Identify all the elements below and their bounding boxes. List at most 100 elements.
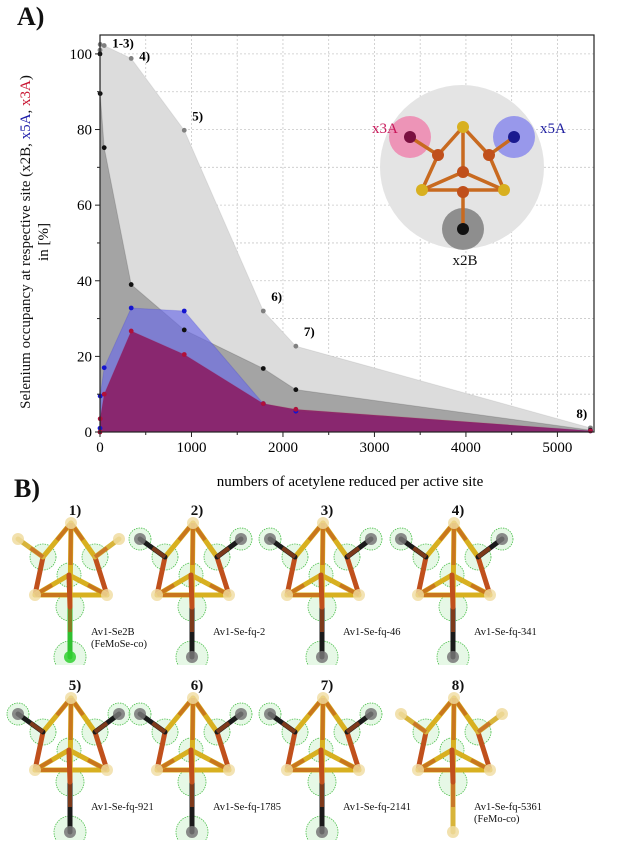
bond-half (476, 721, 492, 734)
bond-half (412, 546, 428, 559)
bond-half (215, 556, 225, 577)
annotation-label: 1-3) (112, 36, 134, 51)
marker-total (181, 127, 187, 133)
sulfur-atom (65, 517, 77, 529)
sulfur-atom (484, 764, 496, 776)
sample-name: Av1-Se-fq-46 (343, 627, 401, 639)
atom (432, 149, 444, 161)
marker-x3A (128, 328, 134, 334)
bond-half (215, 546, 231, 559)
cluster-structure-7 (258, 692, 383, 840)
y-tick-label: 60 (77, 198, 92, 214)
bond-half (289, 731, 297, 752)
bond-half (345, 731, 355, 752)
bond-half (476, 546, 492, 559)
annotations: 1-3) 4) 5) 6) 7) 8) (112, 36, 587, 421)
bond-half (190, 697, 195, 741)
bond-half (37, 556, 45, 577)
bond-half (189, 574, 194, 592)
sulfur-atom (101, 589, 113, 601)
bond-half (215, 731, 225, 752)
sulfur-atom (353, 764, 365, 776)
sulfur-atom (223, 589, 235, 601)
bond-half (476, 731, 486, 752)
sulfur-atom (65, 692, 77, 704)
marker-x2B (293, 387, 299, 393)
cluster-structure-8 (395, 692, 508, 838)
ligand-site-atom (395, 533, 407, 545)
atom (508, 131, 520, 143)
bond-half (68, 522, 73, 566)
ligand-site-atom (134, 708, 146, 720)
sample-name-text: Av1-Se-fq-341 (474, 627, 537, 638)
bond-half (450, 749, 455, 767)
bond-half (151, 721, 167, 734)
bond-half (476, 556, 486, 577)
y-tick-label: 0 (85, 425, 93, 441)
x-tick-label: 5000 (542, 440, 572, 456)
marker-x2B (101, 145, 107, 151)
marker-total (128, 56, 134, 61)
sulfur-atom (353, 589, 365, 601)
bond-half (450, 574, 455, 592)
cluster-structure-5 (6, 692, 131, 840)
sulfur-atom (281, 764, 293, 776)
bond-half (93, 546, 109, 559)
ligand-site-atom (64, 826, 76, 838)
y-tick-label: 80 (77, 123, 92, 139)
atom (498, 184, 510, 196)
bond (462, 170, 505, 192)
bond (420, 154, 440, 191)
y-tick-label: 20 (77, 349, 92, 365)
bond-half (451, 522, 456, 566)
bond-half (281, 546, 297, 559)
ligand-site-atom (113, 533, 125, 545)
axes: 0 1000 2000 3000 4000 5000 0 20 40 60 80 100 (70, 47, 573, 456)
sulfur-atom (29, 764, 41, 776)
bond-half (320, 522, 325, 566)
ligand-site-atom (496, 708, 508, 720)
bond-half (151, 546, 167, 559)
annotation-label: 6) (271, 289, 282, 304)
cluster-structure-1 (12, 517, 125, 665)
marker-x2B (128, 282, 134, 287)
sample-name-text: Av1-Se-fq-921 (91, 802, 154, 813)
bond (421, 170, 464, 192)
ligand-site-atom (395, 708, 407, 720)
site-inset: x3A x5A x2B (372, 85, 566, 269)
sulfur-atom (223, 764, 235, 776)
ligand-site-atom (134, 533, 146, 545)
atom (457, 166, 469, 178)
bond-half (37, 731, 45, 752)
marker-total (101, 43, 107, 48)
sulfur-atom (151, 764, 163, 776)
sample-number: 1) (68, 503, 82, 519)
marker-x3A (260, 401, 266, 407)
y-axis-title-part: Selenium occupancy at respective site (x… (18, 139, 34, 409)
bond-half (93, 556, 103, 577)
sulfur-atom (187, 517, 199, 529)
ligand-site-atom (235, 708, 247, 720)
x2B-site-label: x2B (452, 253, 477, 269)
marker-x5A (101, 365, 107, 371)
y-axis-title-part: x3A (18, 80, 34, 106)
cluster-structure-6 (128, 692, 253, 840)
sulfur-atom (101, 764, 113, 776)
x3A-site-label: x3A (372, 121, 398, 137)
ligand-site-atom (12, 708, 24, 720)
bond-half (420, 556, 428, 577)
sulfur-atom (281, 589, 293, 601)
atom (457, 223, 469, 235)
annotation-label: 8) (576, 406, 587, 421)
sample-name: Av1-Se-fq-921 (91, 802, 154, 814)
bond-half (289, 556, 297, 577)
bond-half (420, 731, 428, 752)
atom (404, 131, 416, 143)
sample-number: 3) (320, 503, 334, 519)
y-axis-title-part: , (18, 106, 34, 114)
sulfur-atom (412, 764, 424, 776)
sample-name-text: Av1-Se2B (91, 627, 135, 638)
sample-name-text: Av1-Se-fq-2141 (343, 802, 412, 813)
ligand-site-atom (12, 533, 24, 545)
ligand-site-atom (365, 708, 377, 720)
